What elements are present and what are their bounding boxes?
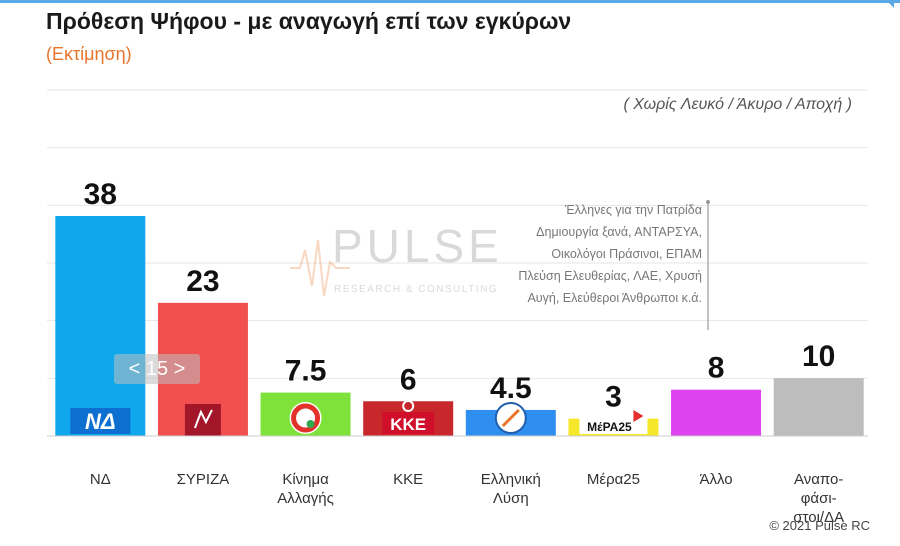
- bar: [55, 216, 146, 436]
- category-label: Άλλο: [699, 471, 732, 488]
- syriza-logo-box: [184, 404, 221, 436]
- mera25-logo-box: [579, 418, 648, 434]
- category-label: Αναπο-: [794, 471, 843, 488]
- page-indicator[interactable]: < 15 >: [114, 354, 200, 384]
- category-label: Μέρα25: [587, 471, 640, 488]
- category-label: φάσι-: [801, 490, 837, 507]
- mera25-logo: ΜέΡΑ25: [579, 410, 648, 434]
- annotation-line: Οικολόγοι Πράσινοι, ΕΠΑΜ: [551, 247, 702, 261]
- watermark-tagline: RESEARCH & CONSULTING: [334, 284, 498, 295]
- data-label: 3: [605, 381, 622, 414]
- chart-subtitle: (Εκτίμηση): [46, 44, 132, 64]
- category-label: ΣΥΡΙΖΑ: [177, 471, 230, 488]
- kke-logo-box: [382, 412, 435, 434]
- category-label: ΝΔ: [90, 471, 111, 488]
- category-label: στοι/ΔΑ: [793, 509, 844, 526]
- kinal-logo: [289, 402, 322, 434]
- watermark-brand: PULSE: [332, 220, 503, 272]
- bar: [671, 389, 762, 436]
- category-label: ΚΚΕ: [393, 471, 423, 488]
- mera25-logo-arrow: [633, 410, 644, 422]
- nd-logo: ΝΔ: [70, 408, 131, 434]
- data-label: 7.5: [285, 355, 327, 388]
- syriza-logo: [184, 404, 221, 436]
- elliniki-lysi-logo: [494, 402, 527, 434]
- annotation-line: Αυγή, Ελεύθεροι Άνθρωποι κ.ά.: [527, 291, 702, 305]
- nd-logo-box: [70, 408, 131, 434]
- annotation-line: Έλληνες για την Πατρίδα: [564, 203, 702, 217]
- nd-logo-text: ΝΔ: [85, 409, 116, 434]
- mera25-logo-text: ΜέΡΑ25: [587, 420, 632, 434]
- data-label: 8: [708, 352, 725, 385]
- bar: [773, 378, 864, 436]
- annotation-line: Δημιουργία ξανά, ΑΝΤΑΡΣΥΑ,: [536, 225, 702, 239]
- chart-note: ( Χωρίς Λευκό / Άκυρο / Αποχή ): [623, 96, 852, 113]
- kinal-logo-ring: [291, 403, 321, 433]
- data-label: 6: [400, 363, 417, 396]
- chart-title: Πρόθεση Ψήφου - με αναγωγή επί των εγκύρ…: [46, 8, 572, 34]
- category-label: Λύση: [493, 490, 529, 507]
- kinal-logo-dot: [306, 420, 315, 428]
- annotation-line: Πλεύση Ελευθερίας, ΛΑΕ, Χρυσή: [518, 269, 702, 283]
- category-label: Ελληνική: [481, 471, 541, 488]
- copyright-text: © 2021 Pulse RC: [769, 518, 870, 533]
- kke-logo-emblem: [402, 400, 415, 412]
- data-label: 4.5: [490, 372, 532, 405]
- corner-marker: [886, 0, 894, 8]
- data-label: 10: [802, 340, 835, 373]
- watermark: PULSE RESEARCH & CONSULTING: [290, 220, 503, 297]
- kke-logo-text: ΚΚΕ: [390, 415, 426, 434]
- annotation-dot: [706, 200, 710, 204]
- lysi-logo-needle: [501, 408, 520, 428]
- data-label: 23: [186, 265, 219, 298]
- category-label: Αλλαγής: [277, 490, 334, 507]
- kke-logo: ΚΚΕ: [382, 400, 435, 434]
- top-accent-line: [0, 0, 900, 3]
- data-label: 38: [84, 178, 117, 211]
- pulse-wave-icon: [290, 239, 350, 297]
- syriza-logo-mark: [194, 409, 213, 429]
- category-label: Κίνημα: [282, 471, 329, 488]
